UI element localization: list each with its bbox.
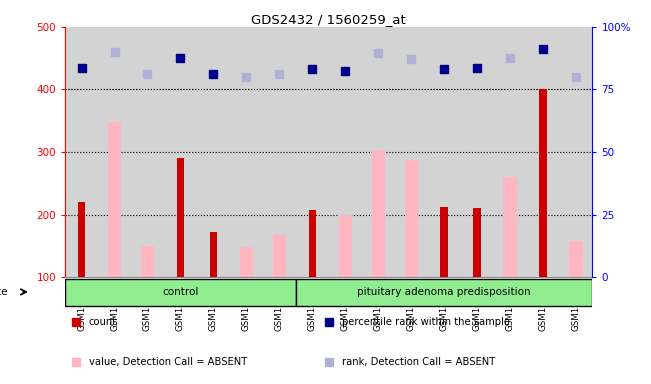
Bar bbox=[240, 247, 253, 277]
Bar bbox=[372, 150, 385, 277]
Bar bbox=[273, 235, 286, 277]
Bar bbox=[404, 160, 418, 277]
Title: GDS2432 / 1560259_at: GDS2432 / 1560259_at bbox=[251, 13, 406, 26]
FancyBboxPatch shape bbox=[65, 279, 296, 306]
Text: rank, Detection Call = ABSENT: rank, Detection Call = ABSENT bbox=[342, 357, 495, 367]
Text: control: control bbox=[162, 287, 199, 297]
Bar bbox=[441, 207, 448, 277]
Bar bbox=[473, 209, 480, 277]
Text: value, Detection Call = ABSENT: value, Detection Call = ABSENT bbox=[89, 357, 247, 367]
FancyBboxPatch shape bbox=[296, 279, 592, 306]
Bar bbox=[210, 232, 217, 277]
Bar bbox=[570, 241, 583, 277]
Text: disease state: disease state bbox=[0, 287, 7, 297]
Bar bbox=[141, 246, 154, 277]
Text: pituitary adenoma predisposition: pituitary adenoma predisposition bbox=[357, 287, 531, 297]
Text: percentile rank within the sample: percentile rank within the sample bbox=[342, 317, 510, 327]
Bar bbox=[78, 202, 85, 277]
Bar bbox=[339, 215, 352, 277]
Bar bbox=[309, 210, 316, 277]
Bar bbox=[108, 122, 121, 277]
Bar bbox=[503, 177, 517, 277]
Bar bbox=[539, 89, 547, 277]
Bar bbox=[177, 158, 184, 277]
Text: count: count bbox=[89, 317, 117, 327]
